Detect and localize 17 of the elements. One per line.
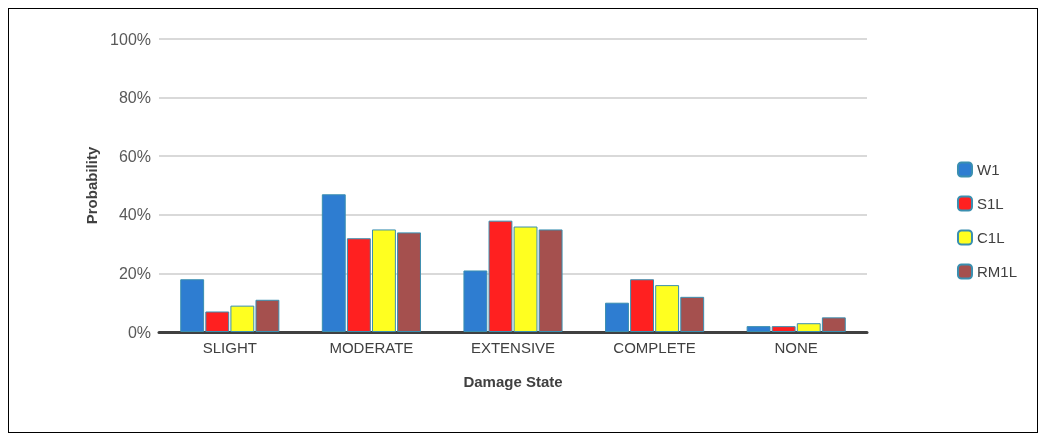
y-tick-label: 100% xyxy=(110,30,151,48)
y-tick-label: 20% xyxy=(118,264,151,282)
legend-label: W1 xyxy=(976,161,1000,178)
legend-label: S1L xyxy=(976,195,1004,212)
x-axis-title: Damage State xyxy=(463,373,563,390)
x-tick-label: MODERATE xyxy=(329,339,414,356)
x-tick-label: SLIGHT xyxy=(202,339,257,356)
y-tick-label: 80% xyxy=(118,89,151,107)
y-tick-label: 0% xyxy=(127,323,151,341)
y-tick-label: 60% xyxy=(118,147,151,165)
x-tick-label: NONE xyxy=(774,339,818,356)
x-tick-label: EXTENSIVE xyxy=(470,339,556,356)
x-tick-label: COMPLETE xyxy=(613,339,696,356)
legend-label: C1L xyxy=(976,229,1005,246)
legend-label: RM1L xyxy=(976,263,1017,280)
y-axis-title: Probability xyxy=(83,146,100,225)
y-tick-label: 40% xyxy=(118,206,151,224)
